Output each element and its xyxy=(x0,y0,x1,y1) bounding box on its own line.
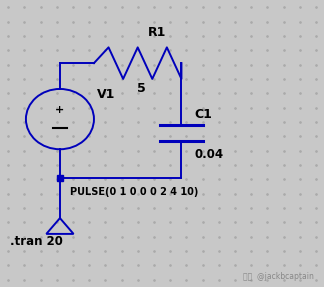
Text: .tran 20: .tran 20 xyxy=(10,235,63,248)
Text: 0.04: 0.04 xyxy=(194,148,224,162)
Text: +: + xyxy=(55,105,64,115)
Text: 5: 5 xyxy=(136,82,145,95)
Text: C1: C1 xyxy=(194,108,212,121)
Text: 知乎  @jackbcaptain: 知乎 @jackbcaptain xyxy=(243,272,314,281)
Text: R1: R1 xyxy=(148,26,166,39)
Text: V1: V1 xyxy=(97,88,116,101)
Text: PULSE(0 1 0 0 0 2 4 10): PULSE(0 1 0 0 0 2 4 10) xyxy=(70,187,198,197)
